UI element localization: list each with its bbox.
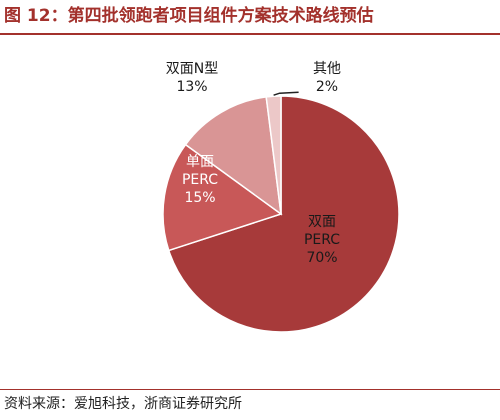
source-rule [0,389,500,390]
slice-label-1: 双面 PERC 70% [304,214,340,266]
figure-title: 图 12：第四批领跑者项目组件方案技术路线预估 [4,6,374,26]
title-rule [0,33,500,35]
slice-label-4: 其他 2% [313,61,341,95]
pie-slice-2 [162,143,283,252]
source-note: 资料来源：爱旭科技，浙商证券研究所 [4,396,242,412]
pie-slice-3 [184,96,282,216]
pie-slice-1 [167,95,400,333]
slice-label-3: 双面N型 13% [166,61,218,95]
slice-label-2: 单面 PERC 15% [182,154,218,206]
leader-line-other [273,91,299,96]
pie-slice-4 [265,95,282,215]
